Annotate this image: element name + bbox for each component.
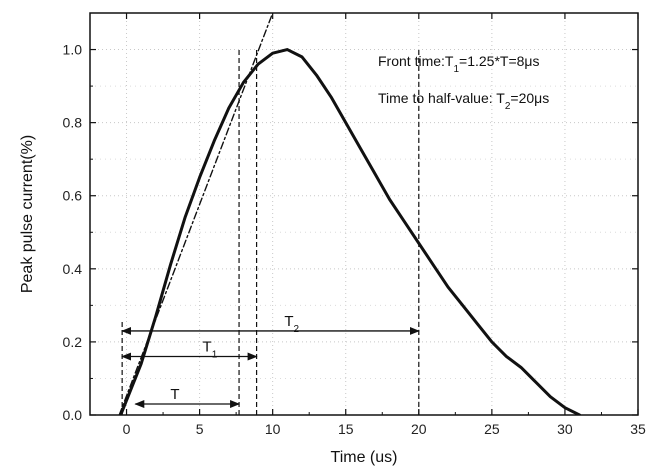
pulse-curve [119,48,582,415]
y-tick-label: 1.0 [63,42,83,58]
x-tick-label: 15 [338,421,354,437]
interval-label: T1 [203,339,218,361]
x-tick-label: 20 [411,421,427,437]
x-tick-label: 30 [557,421,573,437]
x-axis-title: Time (us) [331,449,398,466]
half-value-annotation: Time to half-value: T2=20μs [378,90,549,112]
x-tick-label: 0 [123,421,131,437]
x-tick-label: 35 [630,421,646,437]
x-tick-label: 5 [196,421,204,437]
y-tick-label: 0.2 [63,334,83,350]
tangent-line [118,13,274,415]
axis-ticks: 0 5 10 15 20 25 30 35 0.0 0.2 0.4 0.6 0.8 1.0 [63,12,646,437]
plot-area [90,13,638,415]
y-tick-label: 0.6 [63,188,83,204]
interval-arrows: T T1 T2 [121,313,420,409]
x-tick-label: 25 [484,421,500,437]
front-time-annotation: Front time:T1=1.25*T=8μs [378,53,539,75]
y-axis-title: Peak pulse current(%) [19,135,36,293]
y-tick-label: 0.8 [63,115,83,131]
y-tick-label: 0.0 [63,407,83,423]
series-lines [118,13,582,415]
interval-label: T2 [284,313,299,335]
interval-label: T [170,386,179,403]
plot-frame [89,12,639,416]
x-tick-label: 10 [265,421,281,437]
y-tick-label: 0.4 [63,261,83,277]
